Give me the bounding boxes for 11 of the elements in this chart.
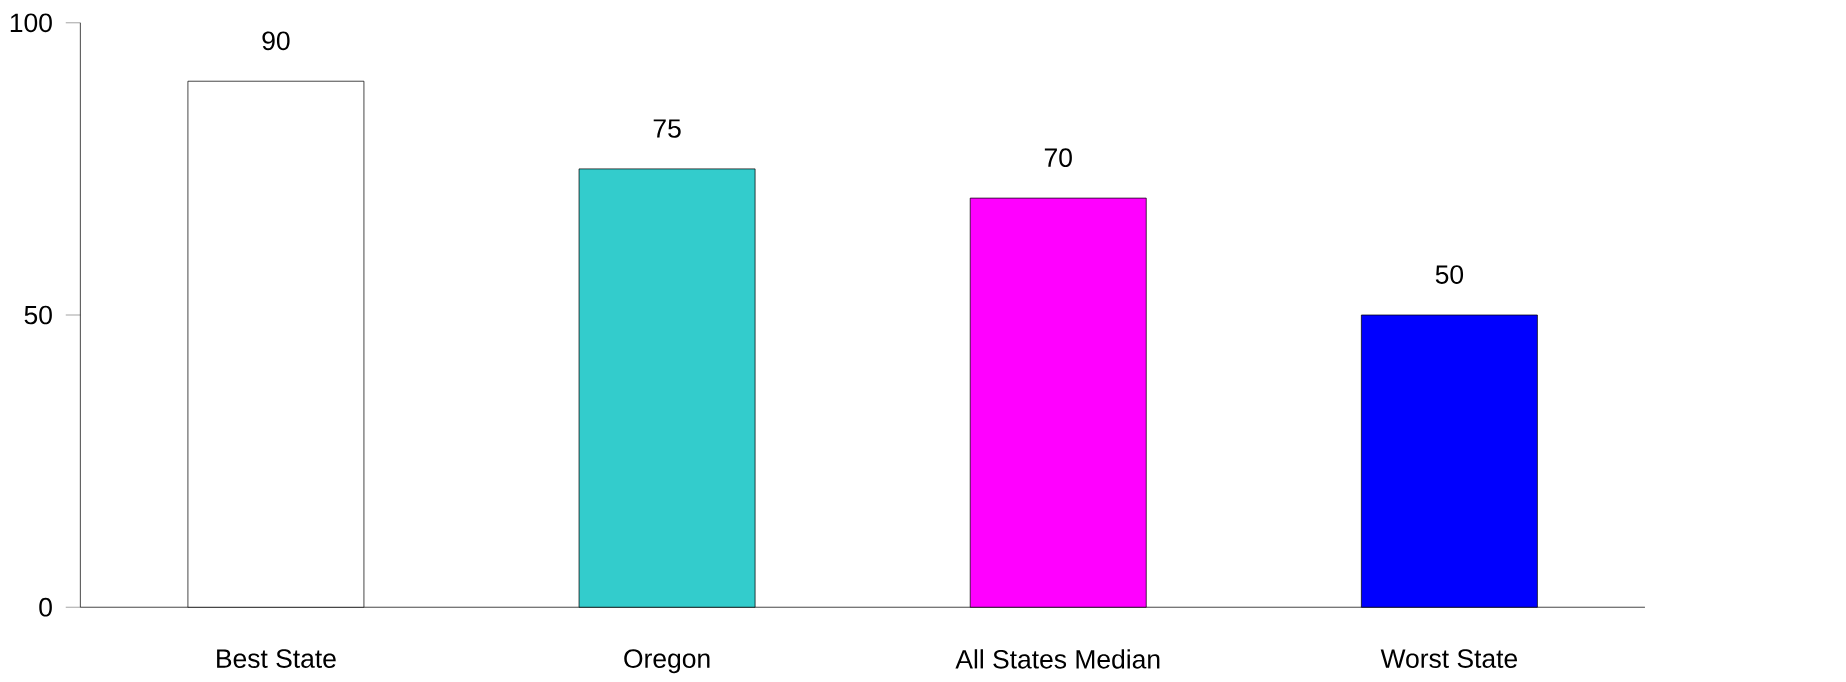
x-tick-label: All States Median bbox=[955, 649, 1160, 669]
x-tick-label: Oregon bbox=[624, 649, 710, 674]
data-label: 90 bbox=[262, 31, 290, 51]
data-label: 70 bbox=[1044, 148, 1072, 168]
y-tick-label: 0 bbox=[39, 597, 52, 617]
x-tick-label: Worst State bbox=[1380, 649, 1518, 668]
data-label: 50 bbox=[1435, 265, 1464, 284]
data-label: 75 bbox=[653, 119, 681, 138]
x-tick-label: Best State bbox=[217, 649, 336, 668]
y-tick-label: 50 bbox=[24, 305, 52, 325]
y-tick-label: 100 bbox=[10, 13, 52, 33]
